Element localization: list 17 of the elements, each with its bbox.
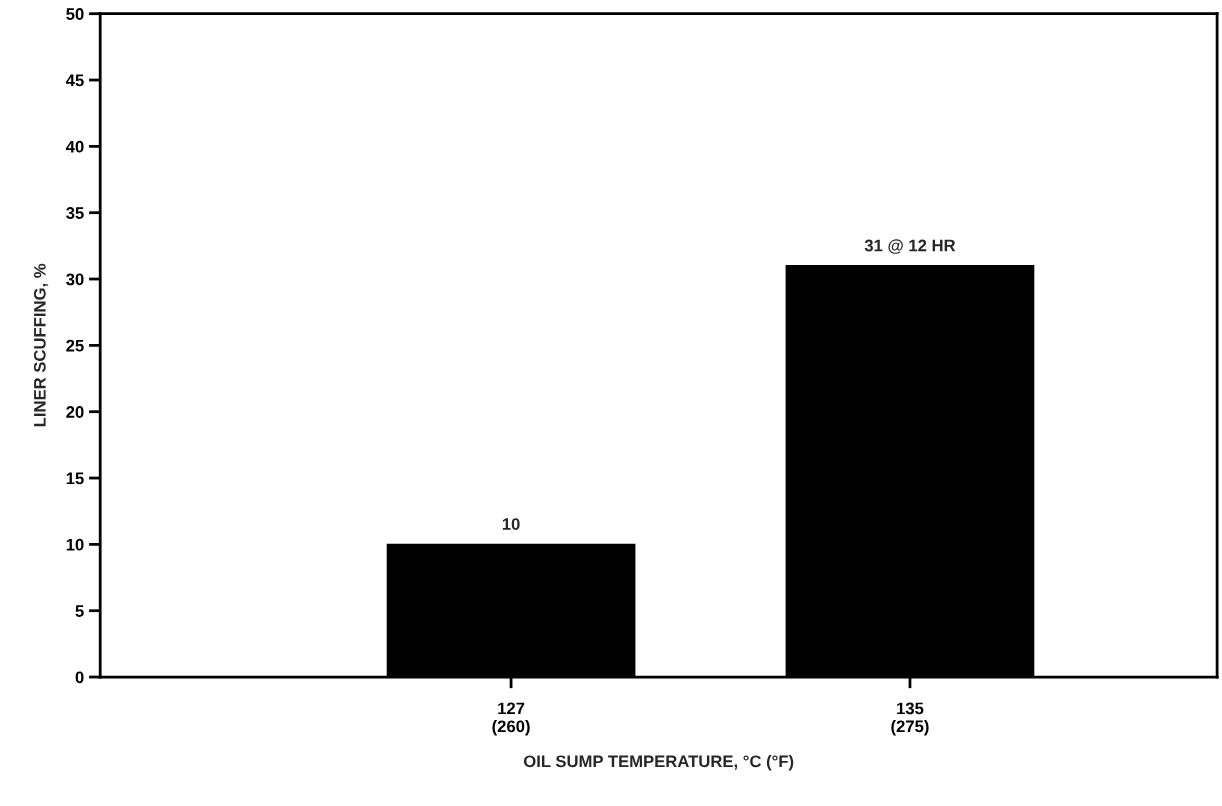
- y-tick-label: 0: [75, 671, 84, 684]
- y-tick-label: 50: [66, 8, 84, 20]
- x-axis-title: OIL SUMP TEMPERATURE, °C (°F): [523, 754, 794, 771]
- y-tick-label: 25: [66, 339, 84, 352]
- y-tick-label: 20: [66, 406, 84, 418]
- y-tick-label: 30: [66, 273, 84, 286]
- y-tick-label: 45: [65, 74, 84, 87]
- x-tick-label: 127 (260): [492, 702, 530, 736]
- x-tick-label: 135 (275): [891, 702, 929, 736]
- y-tick-label: 40: [65, 140, 84, 153]
- y-tick-label: 35: [66, 207, 84, 219]
- y-tick-label: 15: [66, 472, 84, 485]
- y-axis-title: LINER SCUFFING, %: [33, 263, 49, 427]
- data-label: 31 @ 12 HR: [864, 239, 956, 254]
- y-tick-label: 10: [66, 538, 84, 551]
- y-tick-label: 5: [75, 605, 84, 617]
- data-label: 10: [502, 518, 520, 530]
